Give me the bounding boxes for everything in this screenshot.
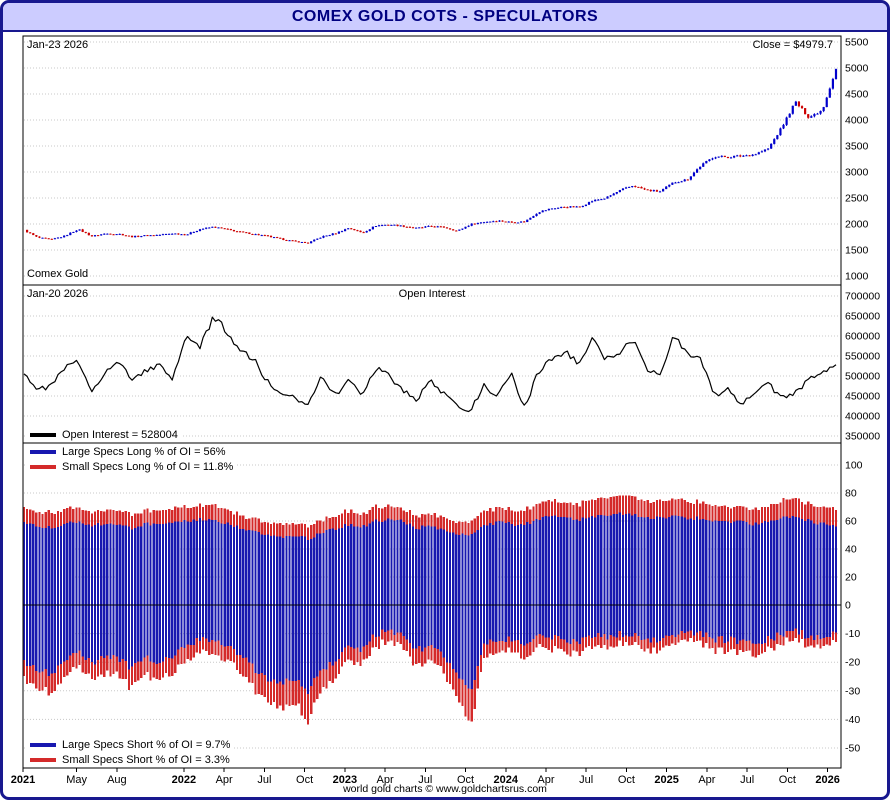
y-tick-label: 5500 xyxy=(845,37,869,49)
oi-legend: Open Interest = 528004 xyxy=(27,429,181,441)
small-specs-long-label: Small Specs Long % of OI = 11.8% xyxy=(62,461,234,473)
y-tick-label: 5000 xyxy=(845,63,869,75)
x-tick-label: Jul xyxy=(257,774,271,786)
open-interest-line xyxy=(23,316,837,413)
oi-date-label: Jan-20 2026 xyxy=(27,288,89,300)
large-specs-long-label: Large Specs Long % of OI = 56% xyxy=(62,446,226,458)
y-tick-label: -10 xyxy=(845,628,860,640)
y-tick-label: -40 xyxy=(845,714,860,726)
price-candles xyxy=(25,68,838,244)
y-tick-label: 60 xyxy=(845,516,857,528)
gridlines xyxy=(24,41,840,749)
large-specs-long-swatch xyxy=(30,450,56,454)
x-tick-label: May xyxy=(66,774,87,786)
y-tick-label: 400000 xyxy=(845,411,880,423)
y-tick-label: 100 xyxy=(845,460,863,472)
footer-credit: world gold charts © www.goldchartsrus.co… xyxy=(343,783,547,795)
y-tick-label: -50 xyxy=(845,743,860,755)
x-tick-label: 2025 xyxy=(654,774,678,786)
y-tick-label: 0 xyxy=(845,600,851,612)
x-tick-label: Jul xyxy=(579,774,593,786)
x-tick-label: 2022 xyxy=(172,774,196,786)
oi-panel-title: Open Interest xyxy=(398,288,466,300)
y-tick-label: 700000 xyxy=(845,291,880,303)
large-specs-long-legend: Large Specs Long % of OI = 56% xyxy=(27,446,229,458)
y-tick-label: 450000 xyxy=(845,391,880,403)
y-tick-label: 3500 xyxy=(845,141,869,153)
x-tick-label: Apr xyxy=(216,774,233,786)
x-tick-label: Apr xyxy=(698,774,715,786)
cot-chart: 5500500045004000350030002500200015001000… xyxy=(11,35,880,786)
y-tick-label: 20 xyxy=(845,572,857,584)
x-tick-label: 2021 xyxy=(11,774,35,786)
y-tick-label: 1000 xyxy=(845,271,869,283)
small-specs-long-swatch xyxy=(30,465,56,469)
small-specs-short-swatch xyxy=(30,758,56,762)
oi-legend-label: Open Interest = 528004 xyxy=(62,429,178,441)
y-tick-label: 1500 xyxy=(845,245,869,257)
page-title: COMEX GOLD COTS - SPECULATORS xyxy=(291,8,599,25)
x-tick-label: 2023 xyxy=(333,774,357,786)
y-tick-label: 550000 xyxy=(845,351,880,363)
x-axis: 2021 May Aug 2022 Apr Jul Oct 2023 Apr Jul Oct 2024… xyxy=(11,768,840,786)
large-specs-short-label: Large Specs Short % of OI = 9.7% xyxy=(62,739,231,751)
small-specs-long-legend: Small Specs Long % of OI = 11.8% xyxy=(27,461,237,473)
y-tick-label: 350000 xyxy=(845,431,880,443)
y-tick-label: -30 xyxy=(845,685,860,697)
small-specs-short-label: Small Specs Short % of OI = 3.3% xyxy=(62,754,230,766)
x-tick-label: Oct xyxy=(618,774,635,786)
x-tick-label: Apr xyxy=(377,774,394,786)
x-tick-label: Aug xyxy=(107,774,127,786)
x-tick-label: 2026 xyxy=(815,774,839,786)
y-tick-label: 2500 xyxy=(845,193,869,205)
y-tick-label: 2000 xyxy=(845,219,869,231)
y-axis-labels: 5500500045004000350030002500200015001000… xyxy=(845,37,880,755)
y-tick-label: 4500 xyxy=(845,89,869,101)
x-tick-label: Oct xyxy=(296,774,313,786)
y-tick-label: 650000 xyxy=(845,311,880,323)
y-tick-label: 600000 xyxy=(845,331,880,343)
y-tick-label: -20 xyxy=(845,657,860,669)
panel-borders xyxy=(22,35,842,769)
x-tick-label: Jul xyxy=(418,774,432,786)
price-series-label: Comex Gold xyxy=(27,268,89,280)
x-tick-label: Oct xyxy=(779,774,796,786)
oi-line-swatch xyxy=(30,433,56,437)
cot-bars xyxy=(22,495,838,725)
y-tick-label: 4000 xyxy=(845,115,869,127)
x-tick-label: Apr xyxy=(537,774,554,786)
x-tick-label: Jul xyxy=(740,774,754,786)
price-date-label: Jan-23 2026 xyxy=(27,39,89,51)
small-specs-short-legend: Small Specs Short % of OI = 3.3% xyxy=(27,754,233,766)
y-tick-label: 3000 xyxy=(845,167,869,179)
x-tick-label: Oct xyxy=(457,774,474,786)
price-close-label: Close = $4979.7 xyxy=(752,39,833,51)
large-specs-short-swatch xyxy=(30,743,56,747)
x-tick-label: 2024 xyxy=(494,774,519,786)
y-tick-label: 80 xyxy=(845,488,857,500)
y-tick-label: 500000 xyxy=(845,371,880,383)
large-specs-short-legend: Large Specs Short % of OI = 9.7% xyxy=(27,739,234,751)
title-bar: COMEX GOLD COTS - SPECULATORS xyxy=(3,3,887,32)
y-tick-label: 40 xyxy=(845,544,857,556)
